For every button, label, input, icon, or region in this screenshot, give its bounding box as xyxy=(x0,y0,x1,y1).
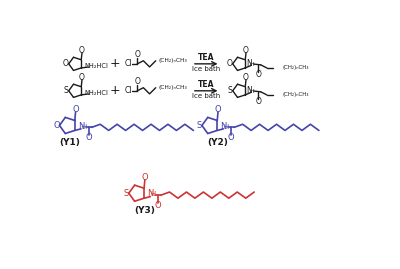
Text: O: O xyxy=(256,97,261,106)
Text: O: O xyxy=(215,105,221,114)
Text: +: + xyxy=(110,84,120,97)
Text: N: N xyxy=(147,189,154,199)
Text: N: N xyxy=(246,59,252,68)
Text: TEA: TEA xyxy=(198,53,214,62)
Text: O: O xyxy=(63,59,69,68)
Text: (Y3): (Y3) xyxy=(134,206,155,215)
Text: H: H xyxy=(81,123,86,130)
Text: Ice bath: Ice bath xyxy=(192,93,220,99)
Text: O: O xyxy=(142,173,148,182)
Text: S: S xyxy=(228,86,232,95)
Text: (CH₂)ₙCH₃: (CH₂)ₙCH₃ xyxy=(158,85,187,90)
Text: Cl: Cl xyxy=(124,86,132,94)
Text: O: O xyxy=(53,121,60,130)
Text: NH₂HCl: NH₂HCl xyxy=(84,63,108,69)
Text: O: O xyxy=(72,105,79,114)
Text: S: S xyxy=(196,121,202,130)
Text: S: S xyxy=(64,86,68,95)
Text: H: H xyxy=(250,89,254,94)
Text: N: N xyxy=(220,122,226,131)
Text: H: H xyxy=(150,191,156,197)
Text: NH₂HCl: NH₂HCl xyxy=(84,90,108,96)
Text: H: H xyxy=(224,123,229,130)
Text: (Y2): (Y2) xyxy=(208,138,228,147)
Text: (Y1): (Y1) xyxy=(59,138,80,147)
Text: N: N xyxy=(246,86,252,95)
Text: O: O xyxy=(243,46,249,55)
Text: O: O xyxy=(79,73,85,82)
Text: +: + xyxy=(110,57,120,70)
Text: Cl: Cl xyxy=(124,59,132,68)
Text: (CH₂)ₙCH₃: (CH₂)ₙCH₃ xyxy=(158,58,187,63)
Text: TEA: TEA xyxy=(198,80,214,89)
Text: O: O xyxy=(256,70,261,79)
Text: H: H xyxy=(250,62,254,66)
Text: O: O xyxy=(155,201,161,210)
Text: N: N xyxy=(78,122,84,131)
Text: O: O xyxy=(227,59,233,68)
Text: O: O xyxy=(134,77,140,86)
Text: O: O xyxy=(85,133,92,142)
Text: Ice bath: Ice bath xyxy=(192,66,220,72)
Text: (CH₂)ₙCH₃: (CH₂)ₙCH₃ xyxy=(283,92,310,97)
Text: S: S xyxy=(123,189,128,198)
Text: O: O xyxy=(243,73,249,82)
Text: O: O xyxy=(79,46,85,55)
Text: O: O xyxy=(228,133,234,142)
Text: (CH₂)ₙCH₃: (CH₂)ₙCH₃ xyxy=(283,65,310,70)
Text: O: O xyxy=(134,51,140,59)
